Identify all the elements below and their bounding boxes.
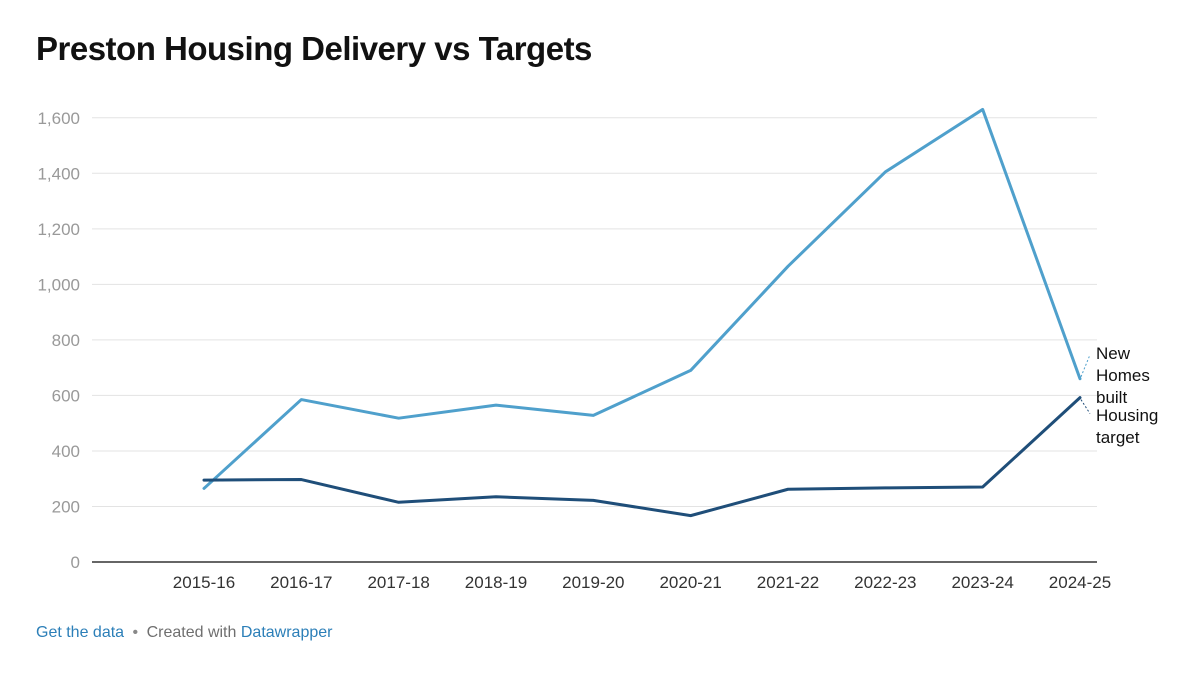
data-point [783, 484, 793, 494]
data-point [1075, 393, 1085, 403]
data-point [880, 167, 890, 177]
y-tick-label: 400 [52, 442, 80, 461]
series-label-housing-target: Housing target [1096, 406, 1158, 447]
x-axis: 2015-16 2016-17 2017-18 2018-19 2019-20 2020-… [92, 561, 1111, 592]
x-tick-label: 2018-19 [465, 573, 527, 592]
y-tick-label: 1,200 [37, 220, 80, 239]
data-point [783, 261, 793, 271]
y-tick-label: 0 [71, 553, 80, 572]
label-connector [1080, 354, 1091, 377]
series-line-housing-target [202, 396, 1082, 518]
data-point [394, 497, 404, 507]
x-tick-label: 2021-22 [757, 573, 819, 592]
chart-title: Preston Housing Delivery vs Targets [36, 30, 592, 67]
y-tick-label: 1,000 [37, 275, 80, 294]
series-label-line: Homes [1096, 366, 1150, 385]
x-tick-label: 2015-16 [173, 573, 235, 592]
series-label-line: built [1096, 388, 1127, 407]
line-chart: 0 200 400 600 800 1,000 1,200 1,400 1,600 2015-1… [37, 104, 1158, 592]
data-point [686, 511, 696, 521]
series-label-new-homes-built: New Homes built [1096, 344, 1150, 407]
y-axis: 0 200 400 600 800 1,000 1,200 1,400 1,600 [37, 109, 80, 572]
data-point [296, 395, 306, 405]
data-point [1075, 374, 1085, 384]
datawrapper-link[interactable]: Datawrapper [240, 624, 333, 641]
y-tick-label: 1,600 [37, 109, 80, 128]
series-lines [199, 104, 1085, 521]
data-point [978, 104, 988, 114]
y-tick-label: 600 [52, 386, 80, 405]
data-point [296, 475, 306, 485]
x-tick-label: 2020-21 [659, 573, 721, 592]
y-tick-label: 800 [52, 331, 80, 350]
series-line-new-homes-built [202, 107, 1082, 490]
y-tick-label: 200 [52, 497, 80, 516]
series-label-line: target [1096, 428, 1140, 447]
x-tick-label: 2024-25 [1049, 573, 1111, 592]
data-point [588, 410, 598, 420]
x-tick-label: 2017-18 [367, 573, 429, 592]
y-tick-label: 1,400 [37, 164, 80, 183]
created-with-text: Created with [146, 624, 237, 641]
data-point [491, 400, 501, 410]
gridlines [92, 117, 1097, 507]
data-point [978, 482, 988, 492]
label-connector [1080, 399, 1091, 414]
x-tick-label: 2016-17 [270, 573, 332, 592]
series-label-line: Housing [1096, 406, 1158, 425]
data-point [491, 492, 501, 502]
data-point [199, 475, 209, 485]
data-point [394, 413, 404, 423]
footer: Get the data • Created with Datawrapper [36, 624, 332, 642]
series-label-line: New [1096, 344, 1131, 363]
footer-separator: • [132, 624, 139, 641]
data-point [880, 483, 890, 493]
x-tick-label: 2022-23 [854, 573, 916, 592]
data-point [686, 365, 696, 375]
x-tick-label: 2019-20 [562, 573, 624, 592]
get-the-data-link[interactable]: Get the data [36, 624, 125, 641]
data-point [588, 495, 598, 505]
x-tick-label: 2023-24 [951, 573, 1013, 592]
